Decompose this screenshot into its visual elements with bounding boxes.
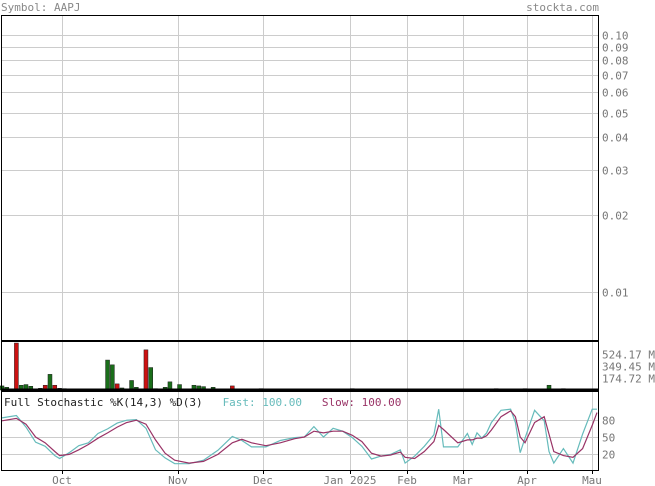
stochastic-y-tick-label: 20 — [602, 449, 615, 462]
x-tick-label: Mar — [453, 474, 473, 486]
stochastic-y-tick-label: 80 — [602, 415, 615, 428]
stochastic-panel-lines — [1, 408, 598, 465]
volume-y-tick-label: 524.17 M — [602, 349, 655, 362]
volume-bar — [148, 367, 153, 391]
stochastic-title: Full Stochastic %K(14,3) %D(3) — [4, 396, 203, 409]
price-panel-grid — [1, 15, 598, 470]
stochastic-panel-frame — [1, 391, 599, 471]
price-y-tick-label: 0.10 — [602, 30, 629, 43]
volume-bar — [14, 342, 19, 391]
x-tick-label: Nov — [168, 474, 188, 486]
volume-bar — [105, 359, 110, 391]
stochastic-fast-label: Fast: 100.00 — [222, 396, 303, 409]
price-panel-frame — [1, 15, 599, 341]
stochastic-slow-line — [1, 410, 598, 464]
volume-bar — [47, 374, 53, 391]
price-y-tick-label: 0.07 — [602, 70, 629, 83]
x-tick-label: Oct — [52, 474, 72, 486]
price-y-tick-label: 0.02 — [602, 210, 629, 223]
site-label[interactable]: stockta.com — [526, 1, 599, 14]
price-y-tick-label: 0.03 — [602, 165, 629, 178]
price-y-tick-label: 0.01 — [602, 287, 629, 300]
volume-bar — [143, 349, 149, 391]
stochastic-legend: Full Stochastic %K(14,3) %D(3) Fast: 100… — [4, 396, 401, 409]
price-y-tick-label: 0.04 — [602, 132, 629, 145]
x-axis-tick-labels: Oct Nov Dec Jan 2025 Feb Mar Apr Mau — [52, 470, 602, 486]
y-axis-tick-labels: 0.100.090.08 0.07 0.06 0.05 0.04 0.03 0.02 0.01… — [602, 30, 655, 462]
volume-panel-frame — [1, 341, 599, 391]
volume-y-tick-label: 349.45 M — [602, 361, 655, 374]
price-y-tick-label: 0.08 — [602, 55, 629, 68]
x-tick-label: Dec — [253, 474, 273, 486]
x-tick-label: Mau — [582, 474, 602, 486]
panel-frames — [1, 15, 599, 471]
stochastic-fast-line — [1, 408, 597, 465]
price-y-tick-label: 0.05 — [602, 108, 629, 121]
volume-panel-bars — [0, 342, 566, 391]
x-tick-label: Feb — [397, 474, 417, 486]
price-y-tick-label: 0.09 — [602, 42, 629, 55]
volume-bar — [110, 364, 115, 391]
volume-y-tick-label: 174.72 M — [602, 373, 655, 386]
stochastic-y-tick-label: 50 — [602, 432, 615, 445]
symbol-label: Symbol: AAPJ — [1, 1, 81, 14]
stochastic-slow-label: Slow: 100.00 — [321, 396, 402, 409]
x-tick-label: Apr — [517, 474, 537, 486]
x-tick-label: Jan 2025 — [324, 474, 377, 486]
price-y-tick-label: 0.06 — [602, 87, 629, 100]
